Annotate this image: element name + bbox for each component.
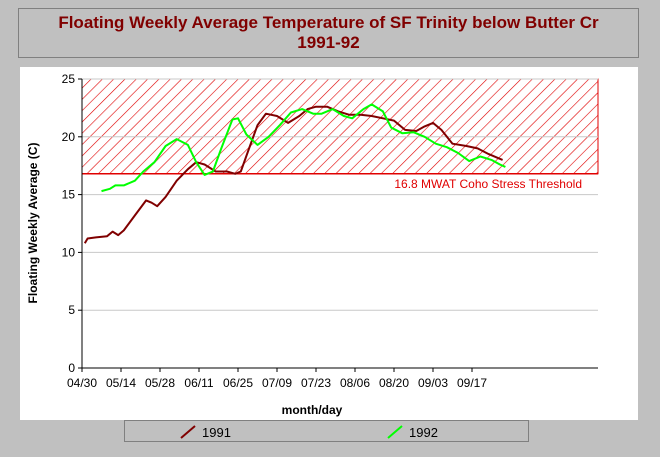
x-tick-label-10: 09/17	[457, 376, 487, 390]
y-tick-label-2: 10	[62, 245, 76, 259]
threshold-label: 16.8 MWAT Coho Stress Threshold	[394, 177, 582, 191]
x-tick-label-5: 07/09	[262, 376, 292, 390]
legend-swatch-1	[387, 425, 403, 439]
x-tick-label-8: 08/20	[379, 376, 409, 390]
y-tick-label-3: 15	[62, 188, 76, 202]
legend: 1991 1992	[124, 420, 529, 442]
y-axis-label: Floating Weekly Average (C)	[26, 143, 40, 304]
legend-label-0: 1991	[202, 424, 231, 440]
y-tick-label-0: 0	[68, 361, 75, 375]
chart-title-box: Floating Weekly Average Temperature of S…	[18, 8, 639, 58]
chart-svg: 16.8 MWAT Coho Stress Threshold 0 5 10 15 20 2…	[20, 67, 638, 420]
legend-swatch-0	[180, 425, 196, 439]
chart-title: Floating Weekly Average Temperature of S…	[58, 13, 599, 52]
y-tick-label-4: 20	[62, 130, 76, 144]
x-tick-label-9: 09/03	[418, 376, 448, 390]
series-line-1991	[83, 105, 503, 244]
legend-item-1: 1992	[387, 422, 438, 442]
x-tick-label-4: 06/25	[223, 376, 253, 390]
x-tick-label-0: 04/30	[67, 376, 97, 390]
x-tick-label-1: 05/14	[106, 376, 136, 390]
x-tick-label-2: 05/28	[145, 376, 175, 390]
x-axis-label: month/day	[282, 403, 343, 417]
y-tick-label-1: 5	[68, 303, 75, 317]
series-line-1992	[101, 103, 506, 193]
legend-item-0: 1991	[180, 422, 231, 442]
x-tick-label-3: 06/11	[184, 376, 213, 390]
threshold-band	[81, 78, 599, 175]
x-tick-label-7: 08/06	[340, 376, 370, 390]
legend-label-1: 1992	[409, 424, 438, 440]
y-tick-label-5: 25	[62, 72, 76, 86]
x-tick-label-6: 07/23	[301, 376, 331, 390]
